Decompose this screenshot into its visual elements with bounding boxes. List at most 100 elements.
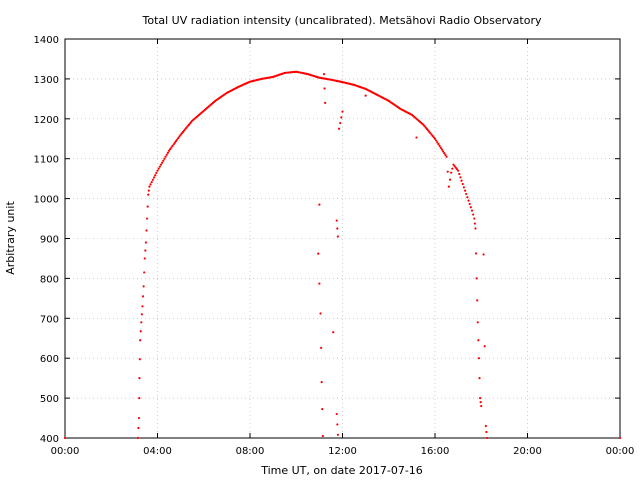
data-point bbox=[156, 169, 159, 172]
data-point bbox=[336, 235, 339, 238]
data-point bbox=[158, 165, 161, 168]
data-point bbox=[454, 166, 457, 169]
data-point bbox=[337, 127, 341, 130]
data-point bbox=[485, 436, 489, 440]
data-point bbox=[321, 434, 324, 438]
data-point bbox=[440, 148, 444, 151]
x-tick-label: 08:00 bbox=[236, 446, 265, 457]
data-point bbox=[172, 143, 175, 146]
data-point bbox=[437, 143, 440, 146]
data-point bbox=[138, 377, 141, 380]
data-points bbox=[63, 70, 622, 440]
data-point bbox=[336, 433, 339, 436]
data-point bbox=[438, 144, 441, 148]
data-point bbox=[171, 144, 174, 148]
data-point bbox=[143, 257, 146, 260]
data-point bbox=[462, 186, 466, 189]
data-point bbox=[163, 157, 166, 160]
data-point bbox=[164, 155, 167, 158]
data-point bbox=[138, 358, 141, 361]
data-point bbox=[162, 159, 165, 162]
y-axis-label: Arbitrary unit bbox=[4, 201, 17, 275]
data-point bbox=[323, 87, 326, 90]
data-point bbox=[480, 404, 483, 408]
data-point bbox=[63, 436, 67, 440]
data-point bbox=[170, 146, 173, 149]
data-point bbox=[147, 189, 150, 192]
data-point bbox=[159, 163, 163, 166]
data-point bbox=[469, 206, 472, 209]
data-point bbox=[453, 165, 456, 168]
x-tick-label: 20:00 bbox=[513, 446, 542, 457]
data-point bbox=[144, 249, 147, 252]
data-point bbox=[317, 252, 320, 255]
data-point bbox=[176, 138, 179, 141]
y-tick-label: 1200 bbox=[34, 115, 59, 126]
data-point bbox=[155, 171, 158, 175]
x-tick-label: 12:00 bbox=[328, 446, 357, 457]
data-point bbox=[444, 153, 447, 157]
data-point bbox=[435, 139, 438, 142]
grid bbox=[65, 39, 620, 438]
y-axis-ticks: 400 500 600 700 800 900 1000 1100 1200 1300 1400 bbox=[34, 35, 620, 445]
y-tick-label: 1300 bbox=[34, 75, 59, 86]
y-tick-label: 600 bbox=[40, 354, 59, 365]
data-point bbox=[450, 171, 453, 174]
data-point bbox=[139, 339, 142, 342]
data-point bbox=[154, 174, 157, 177]
x-tick-label: 00:00 bbox=[51, 446, 80, 457]
data-point bbox=[150, 180, 153, 184]
data-point bbox=[451, 167, 454, 170]
data-point bbox=[169, 148, 172, 151]
data-point bbox=[415, 136, 418, 139]
y-tick-label: 1000 bbox=[34, 195, 59, 206]
data-point bbox=[476, 321, 479, 324]
data-point bbox=[473, 217, 476, 220]
data-point bbox=[161, 161, 164, 164]
data-point bbox=[477, 357, 481, 360]
data-point bbox=[174, 140, 178, 143]
y-tick-label: 1100 bbox=[34, 155, 59, 166]
x-axis-ticks: 00:00 04:00 08:00 12:00 16:00 20:00 00:00 bbox=[51, 39, 634, 457]
data-point bbox=[482, 253, 485, 256]
data-point bbox=[468, 202, 471, 206]
data-point bbox=[152, 176, 156, 179]
data-point bbox=[136, 436, 139, 440]
data-point bbox=[336, 227, 339, 230]
data-point bbox=[319, 312, 322, 315]
data-point bbox=[149, 183, 152, 186]
data-point bbox=[141, 295, 145, 298]
data-point bbox=[340, 116, 343, 119]
y-tick-label: 1400 bbox=[34, 35, 59, 46]
data-point bbox=[479, 400, 482, 404]
data-point bbox=[165, 153, 168, 156]
data-point bbox=[439, 146, 442, 149]
data-point bbox=[455, 168, 459, 171]
data-point bbox=[318, 282, 321, 285]
data-point bbox=[173, 141, 176, 144]
chart-title: Total UV radiation intensity (uncalibrat… bbox=[142, 14, 542, 27]
data-point bbox=[460, 179, 463, 182]
data-point bbox=[324, 101, 327, 104]
data-point bbox=[137, 416, 141, 420]
data-point bbox=[465, 192, 468, 196]
data-point bbox=[474, 252, 478, 255]
data-point bbox=[447, 185, 450, 188]
data-point bbox=[478, 377, 481, 380]
y-tick-label: 400 bbox=[40, 434, 59, 445]
data-point bbox=[341, 110, 344, 113]
data-point bbox=[339, 121, 342, 125]
data-point bbox=[461, 182, 464, 186]
data-point bbox=[475, 277, 478, 280]
data-point bbox=[473, 222, 476, 225]
x-tick-label: 04:00 bbox=[143, 446, 172, 457]
data-point bbox=[137, 426, 140, 430]
data-point bbox=[146, 205, 149, 208]
data-point bbox=[618, 436, 622, 440]
plot-area bbox=[64, 38, 621, 439]
data-point bbox=[151, 178, 154, 181]
data-point bbox=[167, 149, 171, 152]
data-point bbox=[141, 305, 144, 308]
data-point bbox=[336, 423, 339, 426]
data-point bbox=[335, 219, 338, 222]
